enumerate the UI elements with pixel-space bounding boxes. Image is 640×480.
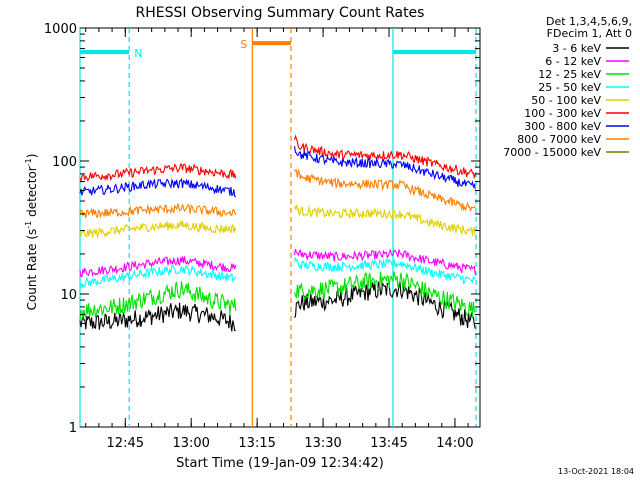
legend-label: 12 - 25 keV bbox=[538, 68, 601, 81]
legend-header-line: Det 1,3,4,5,6,9, bbox=[546, 15, 632, 28]
series-line-0-0 bbox=[79, 302, 236, 332]
series-line-6-0 bbox=[79, 177, 236, 198]
x-axis: 12:45 13:00 13:15 13:30 13:45 14:00 bbox=[85, 28, 474, 451]
flag-label: S bbox=[240, 38, 247, 51]
x-tick-label: 13:45 bbox=[370, 436, 407, 451]
x-tick-label: 14:00 bbox=[436, 436, 473, 451]
y-axis: 1 10 100 1000 bbox=[44, 22, 480, 436]
legend-label: 7000 - 15000 keV bbox=[503, 146, 601, 159]
legend-label: 100 - 300 keV bbox=[524, 107, 601, 120]
x-tick-label: 13:30 bbox=[304, 436, 341, 451]
flag-bars: NS bbox=[80, 38, 477, 60]
series-line-1-0 bbox=[79, 256, 237, 278]
y-axis-label-end: ) bbox=[25, 154, 39, 159]
legend-label: 3 - 6 keV bbox=[552, 42, 601, 55]
legend-header-line: FDecim 1, Att 0 bbox=[547, 27, 632, 40]
x-tick-label: 13:15 bbox=[238, 436, 275, 451]
legend-label: 50 - 100 keV bbox=[531, 94, 601, 107]
x-tick-label: 12:45 bbox=[107, 436, 144, 451]
chart-title: RHESSI Observing Summary Count Rates bbox=[136, 5, 425, 21]
x-tick-label: 13:00 bbox=[172, 436, 209, 451]
x-axis-label: Start Time (19-Jan-09 12:34:42) bbox=[176, 456, 384, 471]
y-tick-label: 1000 bbox=[44, 22, 77, 37]
flag-label: N bbox=[134, 47, 142, 60]
series-line-5-1 bbox=[293, 134, 476, 179]
legend-label: 6 - 12 keV bbox=[545, 55, 601, 68]
y-axis-label-sup2: -1 bbox=[24, 158, 33, 166]
series-line-3-1 bbox=[293, 256, 476, 285]
series-line-7-0 bbox=[79, 202, 237, 219]
y-axis-label-mid: detector bbox=[25, 166, 39, 221]
legend: Det 1,3,4,5,6,9,FDecim 1, Att 0 3 - 6 keV… bbox=[503, 15, 632, 159]
series-line-4-0 bbox=[79, 220, 237, 239]
series-line-2-1 bbox=[293, 271, 476, 319]
y-tick-label: 1 bbox=[69, 421, 77, 436]
legend-label: 25 - 50 keV bbox=[538, 81, 601, 94]
series-line-3-0 bbox=[79, 264, 237, 290]
series-line-4-1 bbox=[293, 204, 476, 237]
series-line-7-1 bbox=[294, 168, 476, 212]
series-line-5-0 bbox=[79, 163, 237, 184]
footer-timestamp: 13-Oct-2021 18:04 bbox=[558, 467, 634, 476]
y-tick-label: 10 bbox=[60, 288, 77, 303]
series-line-6-1 bbox=[293, 146, 476, 190]
legend-label: 800 - 7000 keV bbox=[517, 133, 601, 146]
series-line-2-0 bbox=[79, 281, 237, 320]
series-line-1-1 bbox=[293, 248, 476, 276]
legend-label: 300 - 800 keV bbox=[524, 120, 601, 133]
y-axis-label-sup1: -1 bbox=[24, 221, 33, 229]
y-tick-label: 100 bbox=[52, 155, 77, 170]
y-axis-label: Count Rate (s-1 detector-1) bbox=[24, 154, 39, 311]
series-layer bbox=[79, 134, 476, 332]
y-axis-label-main: Count Rate (s bbox=[25, 229, 39, 311]
